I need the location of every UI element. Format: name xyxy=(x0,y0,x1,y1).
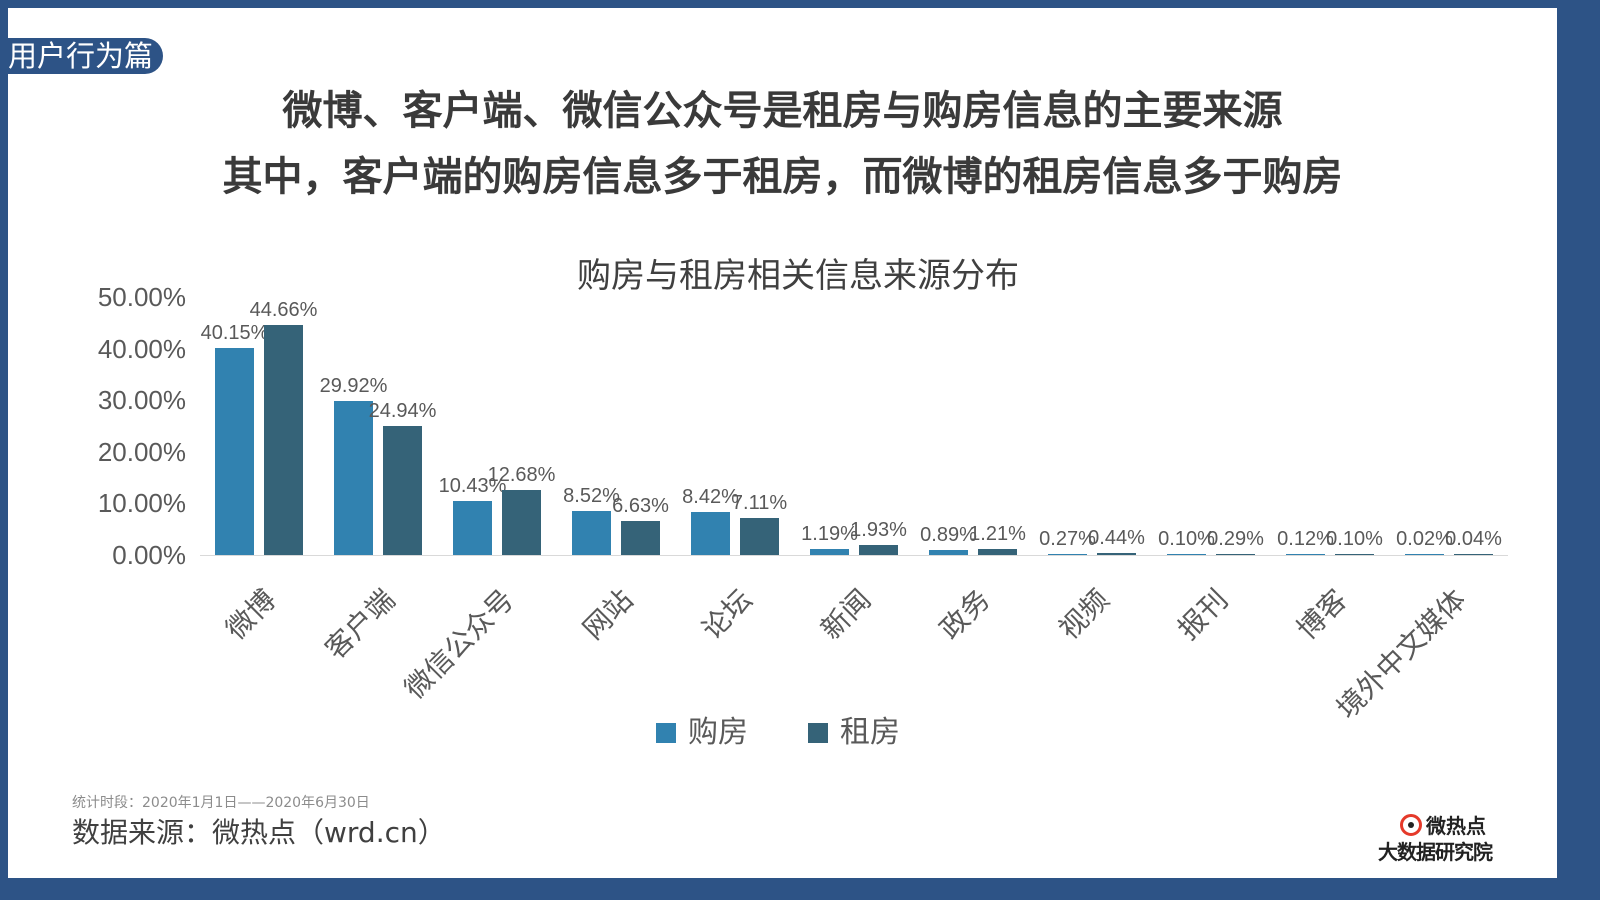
x-tick-label: 博客 xyxy=(1290,582,1354,646)
bar-rent xyxy=(1097,552,1136,555)
data-label: 0.27% xyxy=(1039,527,1096,550)
legend-label-rent: 租房 xyxy=(840,715,900,750)
bar-buy xyxy=(1405,554,1444,555)
bar-buy xyxy=(1286,554,1325,555)
data-label: 1.21% xyxy=(969,522,1026,545)
bar-rent xyxy=(978,548,1017,555)
bar-buy xyxy=(453,501,492,555)
statistics-period: 统计时段：2020年1月1日——2020年6月30日 xyxy=(72,795,370,811)
legend-item-rent: 租房 xyxy=(808,716,900,750)
legend-label-buy: 购房 xyxy=(688,715,748,750)
bar-rent xyxy=(621,520,660,555)
y-tick-label: 40.00% xyxy=(97,333,186,364)
data-label: 0.89% xyxy=(920,524,977,547)
legend-swatch-buy xyxy=(656,723,676,743)
y-tick-label: 30.00% xyxy=(97,385,186,416)
bar-buy xyxy=(572,511,611,555)
logo-subtitle: 大数据研究院 xyxy=(1378,840,1493,864)
headline-line-2: 其中，客户端的购房信息多于租房，而微博的租房信息多于购房 xyxy=(222,154,1343,200)
data-label: 12.68% xyxy=(487,463,556,486)
data-label: 40.15% xyxy=(200,321,269,344)
data-label: 0.10% xyxy=(1326,528,1383,550)
bar-rent xyxy=(740,518,779,555)
y-tick-label: 0.00% xyxy=(112,540,186,570)
data-label: 7.11% xyxy=(731,492,788,515)
chart-legend: 购房 租房 xyxy=(656,716,900,750)
bar-rent xyxy=(264,324,303,555)
data-label: 6.63% xyxy=(612,494,669,517)
data-label: 0.02% xyxy=(1396,528,1453,550)
data-label: 29.92% xyxy=(319,374,388,397)
headline-line-1: 微博、客户端、微信公众号是租房与购房信息的主要来源 xyxy=(282,88,1283,134)
eye-logo-icon xyxy=(1400,813,1422,836)
x-tick-label: 客户端 xyxy=(318,582,402,666)
data-label: 24.94% xyxy=(368,400,437,423)
data-label: 1.19% xyxy=(801,522,858,545)
legend-item-buy: 购房 xyxy=(656,716,748,750)
bar-buy xyxy=(810,548,849,555)
data-label: 44.66% xyxy=(249,298,318,321)
x-tick-label: 论坛 xyxy=(695,582,759,646)
brand-logo: 微热点 大数据研究院 xyxy=(1378,808,1518,868)
bar-rent xyxy=(1454,554,1493,555)
data-label: 8.42% xyxy=(682,485,739,508)
x-tick-label: 视频 xyxy=(1052,582,1116,646)
data-label: 10.43% xyxy=(438,475,507,498)
bar-buy xyxy=(691,511,730,555)
y-tick-label: 20.00% xyxy=(97,436,186,467)
data-label: 0.29% xyxy=(1207,527,1264,550)
bar-rent xyxy=(1335,554,1374,555)
bar-buy xyxy=(1167,554,1206,555)
y-tick-label: 10.00% xyxy=(97,488,186,519)
bar-rent xyxy=(859,545,898,555)
x-tick-label: 政务 xyxy=(933,582,997,646)
bar-rent xyxy=(502,489,541,555)
logo-title: 微热点 xyxy=(1426,814,1486,838)
data-label: 1.93% xyxy=(850,519,907,542)
bar-buy xyxy=(1048,553,1087,555)
data-label: 0.10% xyxy=(1158,528,1215,550)
slide: 用户行为篇 微博、客户端、微信公众号是租房与购房信息的主要来源 其中，客户端的购… xyxy=(8,8,1557,878)
x-tick-label: 新闻 xyxy=(814,582,878,646)
data-label: 0.12% xyxy=(1277,528,1334,550)
legend-swatch-rent xyxy=(808,723,828,743)
bar-rent xyxy=(383,426,422,555)
section-tag: 用户行为篇 xyxy=(8,38,164,74)
bar-buy xyxy=(334,400,373,555)
x-axis-line xyxy=(200,555,1508,556)
data-label: 8.52% xyxy=(563,485,620,508)
x-tick-label: 报刊 xyxy=(1171,582,1235,646)
data-label: 0.04% xyxy=(1445,528,1502,550)
x-tick-label: 微博 xyxy=(219,582,283,646)
data-source: 数据来源：微热点（wrd.cn） xyxy=(72,816,446,849)
y-tick-label: 50.00% xyxy=(97,282,186,312)
bar-rent xyxy=(1216,553,1255,555)
data-label: 0.44% xyxy=(1088,526,1145,549)
bar-buy xyxy=(215,347,254,555)
x-tick-label: 微信公众号 xyxy=(397,582,521,706)
x-tick-label: 网站 xyxy=(576,582,640,646)
bar-buy xyxy=(929,550,968,555)
chart-title: 购房与租房相关信息来源分布 xyxy=(577,256,1019,296)
